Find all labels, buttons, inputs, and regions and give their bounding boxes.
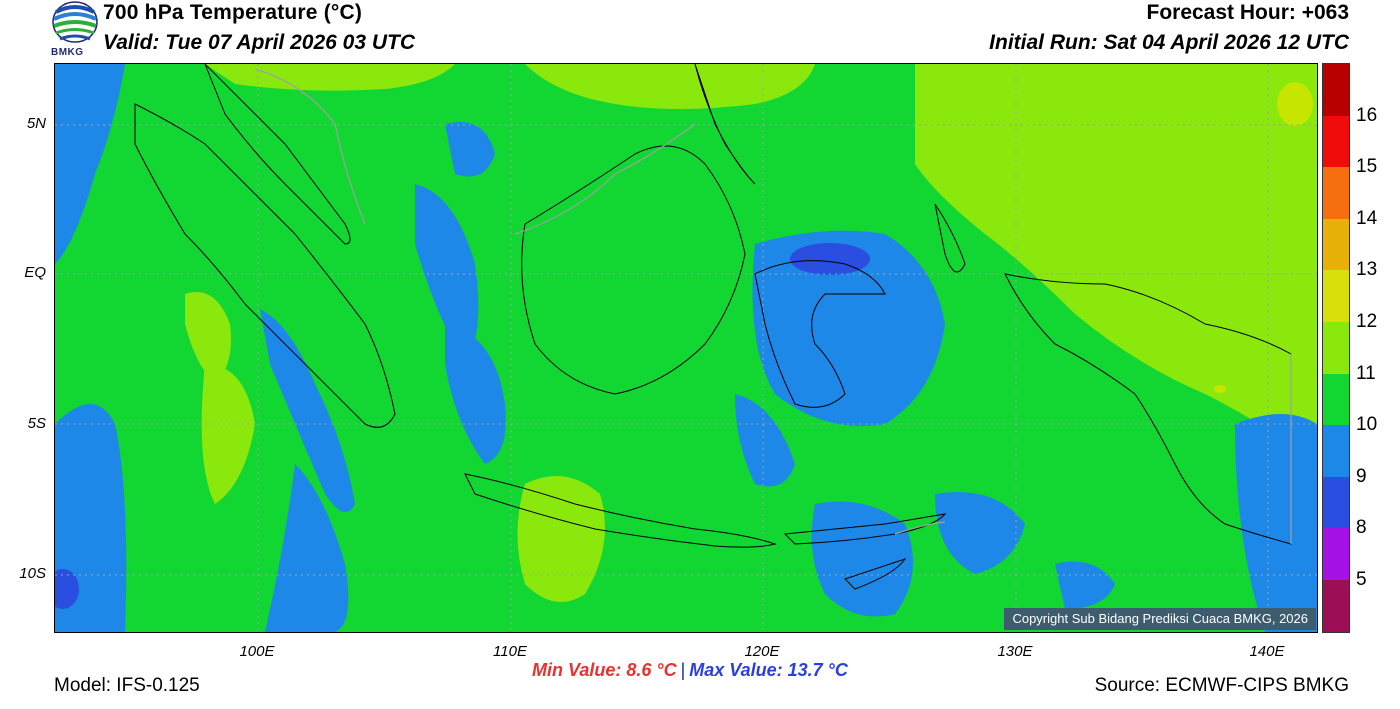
field-warm-n (525, 64, 815, 109)
min-value: Min Value: 8.6 °C (532, 660, 677, 680)
grid-lines (55, 64, 1317, 632)
min-max-separator: | (680, 660, 686, 680)
bmkg-logo: BMKG (50, 0, 100, 62)
field-cool-flores (811, 501, 913, 617)
lon-label-100e: 100E (239, 643, 275, 660)
forecast-hour: Forecast Hour: +063 (1146, 1, 1350, 24)
cb-label-16: 16 (1356, 105, 1378, 126)
copyright-notice: Copyright Sub Bidang Prediksi Cuaca BMKG… (1004, 608, 1316, 630)
field-warm-ne (915, 64, 1317, 464)
cb-swatch-7 (1323, 425, 1349, 477)
field-cool-se (1055, 561, 1115, 609)
cb-label-14: 14 (1356, 208, 1378, 229)
cb-swatch-3 (1323, 219, 1349, 270)
field-hot-ne (1277, 82, 1313, 126)
lat-label-10s: 10S (19, 565, 46, 582)
field-cool-w1 (55, 64, 125, 264)
map-canvas (55, 64, 1317, 632)
cb-swatch-1 (1323, 116, 1349, 167)
cb-swatch-8 (1323, 477, 1349, 528)
lon-label-110e: 110E (493, 643, 527, 660)
borders (254, 68, 1292, 544)
cb-label-12: 12 (1356, 311, 1378, 332)
temperature-map (54, 63, 1318, 633)
logo-text: BMKG (51, 47, 84, 58)
cb-swatch-6 (1323, 374, 1349, 425)
valid-time: Valid: Tue 07 April 2026 03 UTC (103, 31, 416, 54)
lat-label-5n: 5N (26, 115, 46, 132)
field-cool-arafura (1235, 414, 1317, 632)
model-label: Model: IFS-0.125 (54, 675, 200, 696)
field-cool-timor (935, 492, 1025, 574)
lon-label-140e: 140E (1249, 643, 1285, 660)
field-cold-sulawesi (790, 243, 870, 275)
cb-swatch-2 (1323, 167, 1349, 219)
cb-label-11: 11 (1356, 363, 1376, 384)
cb-swatch-5 (1323, 322, 1349, 374)
field-warm-s (517, 476, 605, 602)
chart-title: 700 hPa Temperature (°C) (103, 1, 363, 24)
cb-label-13: 13 (1356, 259, 1378, 280)
cb-label-8: 8 (1356, 517, 1367, 538)
field-cool-java-sea (445, 324, 506, 464)
colorbar (1322, 63, 1350, 633)
field-cool-sw (265, 464, 349, 632)
cb-swatch-10 (1323, 580, 1349, 632)
field-cold-sw (55, 569, 79, 609)
coastlines (134, 64, 1292, 590)
cb-label-10: 10 (1356, 414, 1378, 435)
field-hot-ne2 (1214, 385, 1226, 393)
lat-label-5s: 5S (27, 415, 46, 432)
initial-run: Initial Run: Sat 04 April 2026 12 UTC (989, 31, 1349, 54)
cb-label-5: 5 (1356, 569, 1367, 590)
field-cool-sumatra (260, 309, 355, 512)
cb-label-15: 15 (1356, 156, 1378, 177)
lon-label-120e: 120E (744, 643, 780, 660)
cb-label-9: 9 (1356, 466, 1367, 487)
cb-swatch-0 (1323, 64, 1349, 116)
max-value: Max Value: 13.7 °C (689, 660, 848, 680)
field-warm-nw (205, 64, 455, 91)
source-label: Source: ECMWF-CIPS BMKG (1094, 675, 1349, 696)
field-cool-banda (735, 394, 795, 487)
field-cool-borneo-n (445, 122, 495, 177)
field-warm-sw (201, 364, 255, 504)
min-max-values: Min Value: 8.6 °C | Max Value: 13.7 °C (532, 660, 848, 681)
field-cool-sulawesi (752, 230, 945, 426)
lon-label-130e: 130E (997, 643, 1033, 660)
cb-swatch-9 (1323, 528, 1349, 580)
colorbar-canvas (1323, 64, 1349, 632)
lat-label-eq: EQ (24, 264, 46, 281)
field-warm-w (185, 292, 231, 384)
cb-swatch-4 (1323, 270, 1349, 322)
